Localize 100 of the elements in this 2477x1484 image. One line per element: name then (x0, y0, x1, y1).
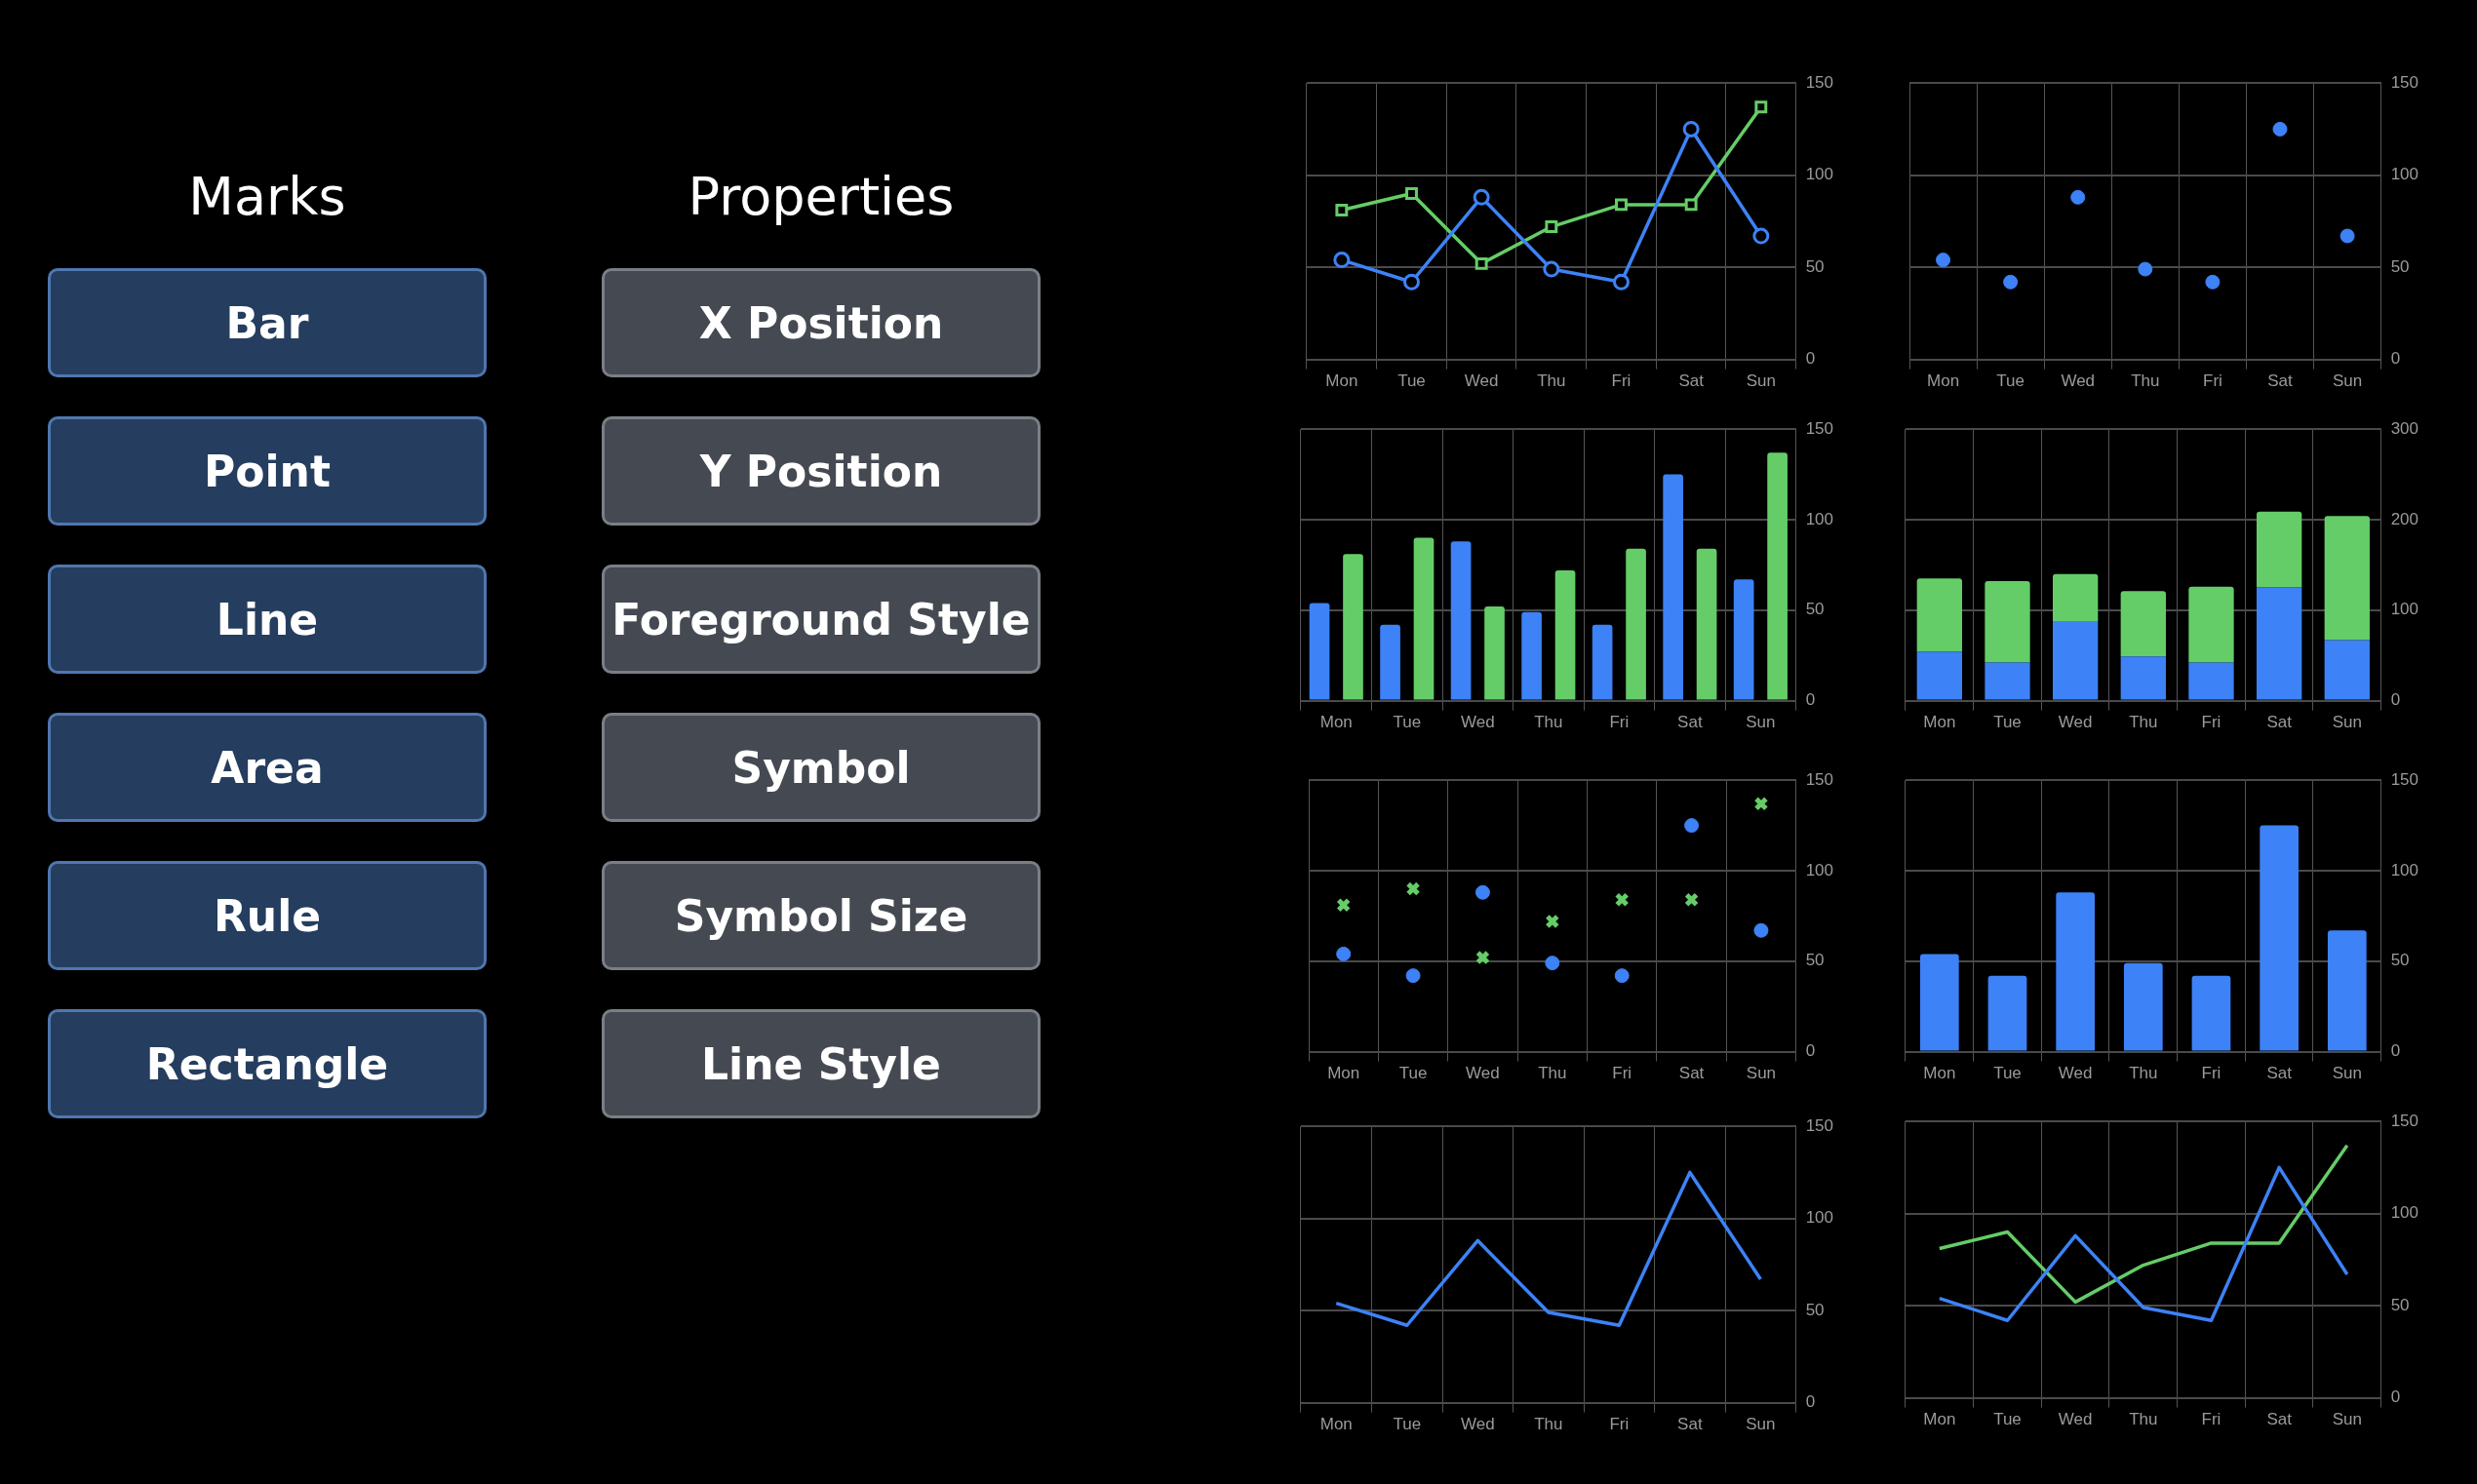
y-tick-label: 50 (2390, 951, 2410, 970)
point (2138, 261, 2153, 277)
y-tick-label: 150 (1805, 1115, 1834, 1135)
y-tick-label: 200 (2390, 509, 2419, 528)
bar (1663, 474, 1683, 700)
x-tick-label: Mon (1923, 1064, 1956, 1083)
y-tick-label: 50 (1805, 951, 1825, 970)
y-tick-label: 0 (1805, 690, 1816, 710)
y-tick-label: 100 (1805, 860, 1834, 879)
bar (1916, 651, 1962, 700)
bar (1916, 578, 1962, 652)
x-tick-label: Thu (2129, 713, 2158, 732)
point (1545, 956, 1560, 971)
point (1333, 252, 1351, 269)
x-tick-label: Mon (1319, 713, 1353, 732)
point (2272, 121, 2288, 137)
x-tick-label: Sun (2332, 371, 2363, 391)
text: Bar (48, 268, 487, 377)
bar (1733, 579, 1754, 700)
bar (1985, 662, 2030, 700)
y-tick-label: 100 (1805, 1208, 1834, 1228)
bar (2056, 892, 2096, 1051)
x-tick-label: Tue (1993, 1064, 2022, 1083)
x-tick-label: Mon (1923, 1410, 1956, 1429)
x-tick-label: Thu (2129, 1064, 2158, 1083)
y-tick-label: 150 (1805, 769, 1834, 789)
bar (2123, 962, 2163, 1051)
bar (2256, 511, 2302, 588)
bar (2120, 591, 2166, 657)
x-tick-label: Sat (2266, 713, 2293, 732)
text: Rectangle (48, 1009, 487, 1118)
text: Symbol (602, 713, 1041, 822)
bar (2256, 587, 2302, 700)
x-tick-label: Tue (1996, 371, 2025, 391)
bar (1696, 548, 1717, 700)
x-tick-label: Thu (1538, 1064, 1567, 1083)
y-tick-label: 100 (2390, 1203, 2419, 1223)
x-tick-label: Thu (2131, 371, 2160, 391)
bar (1343, 554, 1363, 700)
bar (2191, 975, 2231, 1051)
point (1614, 968, 1630, 984)
y-tick-label: 100 (1805, 165, 1834, 184)
x-tick-label: Wed (1466, 1064, 1500, 1083)
x-tick-label: Fri (1612, 1064, 1632, 1083)
y-tick-label: 100 (2390, 165, 2419, 184)
point (1754, 100, 1768, 114)
bar (2188, 586, 2234, 663)
x-tick-label: Wed (2061, 371, 2096, 391)
text: Rule (48, 861, 487, 970)
y-tick-label: 0 (2390, 1387, 2401, 1407)
x-tick-label: Sun (1746, 713, 1776, 732)
y-tick-label: 150 (2390, 769, 2419, 789)
x-tick-label: Sun (1746, 1415, 1776, 1434)
x-tick-label: Fri (2201, 713, 2221, 732)
bar (1919, 954, 1959, 1051)
bar (2324, 640, 2370, 700)
x-tick-label: Fri (1609, 713, 1630, 732)
x-tick-label: Tue (1993, 1410, 2022, 1429)
x-tick-label: Tue (1398, 1064, 1428, 1083)
point (1405, 881, 1421, 897)
point (1402, 273, 1420, 291)
bar (2260, 825, 2299, 1051)
x-tick-label: Sun (1746, 371, 1776, 391)
bar (2052, 620, 2099, 700)
point (1545, 220, 1558, 234)
point (1684, 198, 1698, 212)
y-tick-label: 50 (2390, 256, 2410, 276)
bar (1309, 603, 1330, 700)
point (1474, 256, 1488, 270)
text: Area (48, 713, 487, 822)
y-tick-label: 0 (1805, 1041, 1816, 1061)
point (1335, 204, 1349, 217)
point (2003, 274, 2019, 290)
point (1684, 818, 1700, 834)
point (2070, 189, 2086, 205)
bar (1450, 541, 1472, 700)
x-tick-label: Sat (1677, 713, 1703, 732)
y-tick-label: 0 (2390, 690, 2401, 710)
text: Line (48, 565, 487, 674)
bar (2052, 573, 2099, 621)
x-tick-label: Wed (1460, 713, 1495, 732)
x-tick-label: Tue (1393, 713, 1422, 732)
x-tick-label: Wed (2058, 1410, 2093, 1429)
point (1684, 892, 1700, 908)
y-tick-label: 0 (2390, 1041, 2401, 1061)
x-tick-label: Thu (1534, 713, 1563, 732)
x-tick-label: Fri (2201, 1064, 2221, 1083)
text: Properties (687, 166, 956, 227)
bar (1985, 581, 2030, 663)
point (2339, 228, 2355, 244)
x-tick-label: Sat (2266, 1064, 2293, 1083)
point (1682, 120, 1700, 137)
text: Y Position (602, 416, 1041, 526)
bar (1987, 975, 2027, 1051)
point (1405, 187, 1418, 201)
text: Line Style (602, 1009, 1041, 1118)
y-tick-label: 100 (2390, 600, 2419, 619)
point (1753, 796, 1769, 811)
x-tick-label: Sun (2332, 1410, 2362, 1429)
y-tick-label: 300 (2390, 418, 2419, 438)
